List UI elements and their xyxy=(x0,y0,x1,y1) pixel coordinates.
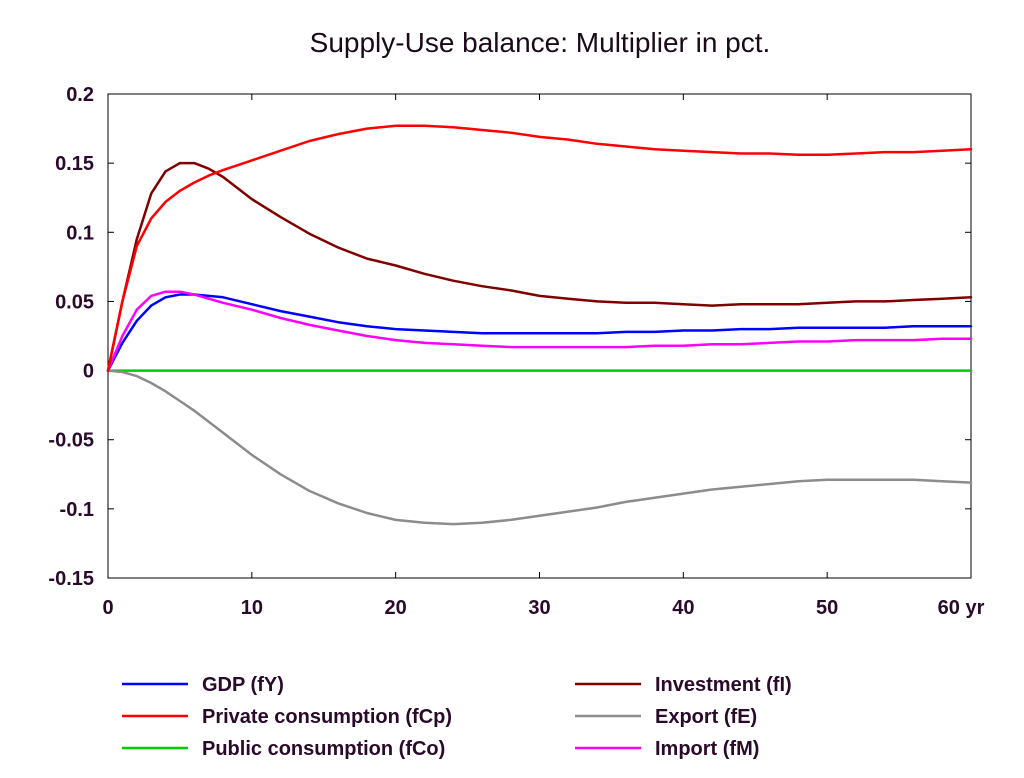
y-tick-label: -0.15 xyxy=(48,568,94,590)
y-tick-label: 0.2 xyxy=(66,84,94,106)
legend-label: Private consumption (fCp) xyxy=(202,706,452,728)
x-axis: 0 10 20 30 40 50 60 yr xyxy=(102,94,985,619)
legend-label: Investment (fI) xyxy=(655,674,792,696)
x-tick-label: 40 xyxy=(672,597,694,619)
x-tick-label: 10 xyxy=(241,597,263,619)
series-line-5 xyxy=(106,290,973,372)
y-axis: -0.15 -0.1 -0.05 0 0.05 0.1 0.15 0.2 xyxy=(48,84,971,590)
x-tick-label: 20 xyxy=(385,597,407,619)
legend-label: GDP (fY) xyxy=(202,674,284,696)
series-line-1 xyxy=(106,124,973,372)
y-tick-label: 0.05 xyxy=(55,291,94,313)
y-tick-label: 0.1 xyxy=(66,222,94,244)
y-tick-label: 0 xyxy=(83,361,94,383)
series-line-3 xyxy=(106,161,973,372)
chart-title: Supply-Use balance: Multiplier in pct. xyxy=(310,27,771,58)
x-tick-label: 50 xyxy=(816,597,838,619)
legend-label: Export (fE) xyxy=(655,706,757,728)
x-tick-label: 60 yr xyxy=(938,597,985,619)
y-tick-label: -0.05 xyxy=(48,430,94,452)
legend: GDP (fY) Private consumption (fCp) Public … xyxy=(122,674,792,760)
legend-label: Import (fM) xyxy=(655,738,759,760)
legend-label: Public consumption (fCo) xyxy=(202,738,445,760)
y-tick-label: 0.15 xyxy=(55,153,94,175)
x-tick-label: 0 xyxy=(102,597,113,619)
plot-series xyxy=(106,124,973,526)
y-tick-label: -0.1 xyxy=(60,499,94,521)
plot-frame xyxy=(107,93,972,579)
x-tick-label: 30 xyxy=(528,597,550,619)
series-line-4 xyxy=(106,369,973,526)
